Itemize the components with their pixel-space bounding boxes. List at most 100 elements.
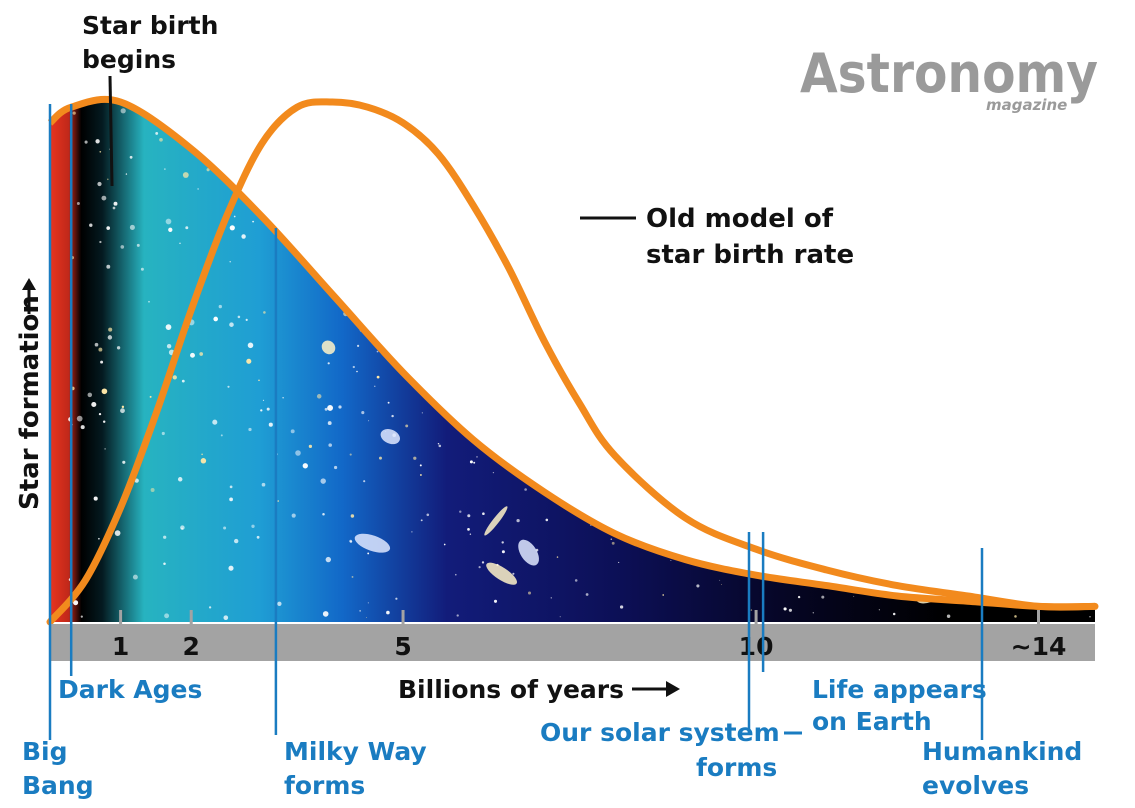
star-dot (565, 165, 568, 167)
star-dot (603, 372, 605, 375)
star-dot (852, 271, 855, 274)
star-dot (771, 437, 774, 440)
x-tick-label: ~14 (1011, 632, 1067, 661)
star-dot (691, 555, 693, 557)
star-dot (104, 448, 106, 450)
star-dot (237, 315, 241, 319)
star-dot (926, 447, 930, 450)
star-dot (395, 597, 398, 600)
star-dot (299, 246, 306, 253)
star-dot (532, 379, 534, 381)
star-dot (999, 177, 1002, 180)
star-dot (290, 429, 295, 434)
star-dot (916, 165, 918, 167)
star-dot (840, 490, 842, 492)
star-dot (168, 227, 173, 232)
star-dot (1039, 249, 1041, 251)
star-dot (777, 323, 778, 324)
star-dot (791, 465, 793, 467)
star-dot (387, 401, 390, 404)
star-dot (664, 441, 666, 443)
x-tick-label: 1 (112, 632, 129, 661)
star-dot (322, 512, 325, 516)
star-dot (922, 339, 927, 344)
star-dot (223, 526, 227, 530)
star-dot (797, 363, 799, 365)
star-dot (1018, 488, 1021, 492)
star-dot (374, 385, 376, 387)
star-dot (101, 195, 107, 201)
star-dot (1047, 569, 1051, 573)
star-dot (593, 359, 596, 362)
galaxy-shape (354, 280, 382, 299)
star-dot (977, 481, 978, 483)
star-dot (774, 350, 777, 353)
star-dot (773, 520, 775, 523)
star-dot (161, 431, 165, 436)
galaxy-shape (380, 429, 400, 445)
star-dot (988, 591, 991, 594)
star-dot (822, 336, 826, 340)
star-dot (179, 242, 181, 244)
galaxy-shape (486, 562, 517, 585)
star-dot (818, 279, 822, 283)
star-dot (821, 595, 825, 599)
star-dot (934, 414, 939, 418)
star-dot (891, 425, 893, 427)
star-dot (1047, 537, 1050, 541)
star-dot (190, 352, 195, 358)
star-dot (656, 442, 660, 446)
star-dot (807, 109, 810, 112)
star-dot (787, 288, 789, 290)
star-dot (580, 113, 583, 116)
star-dot (412, 294, 417, 299)
star-dot (503, 164, 506, 166)
star-dot (1050, 471, 1053, 475)
star-dot (197, 188, 199, 190)
star-dot (783, 306, 786, 310)
star-dot (824, 453, 828, 456)
event-markers (48, 104, 984, 740)
galaxy-shape (1033, 381, 1054, 406)
star-dot (412, 249, 415, 252)
star-dot (940, 185, 945, 190)
star-dot (443, 543, 446, 546)
annotation-dark-ages: Dark Ages (58, 675, 202, 704)
star-dot (779, 452, 781, 454)
star-dot (91, 401, 97, 408)
star-dot (868, 359, 873, 363)
galaxy-shape (688, 492, 706, 500)
svg-text:Star birth: Star birth (82, 11, 218, 40)
star-dot (821, 543, 824, 545)
star-dot (950, 158, 953, 162)
star-dot (1069, 584, 1074, 589)
star-dot (459, 510, 462, 513)
star-dot (1051, 159, 1055, 163)
star-dot (947, 495, 950, 497)
galaxy-shape (354, 533, 391, 553)
star-dot (926, 152, 929, 155)
star-dot (302, 463, 308, 469)
star-dot (365, 616, 367, 618)
star-dot (185, 226, 189, 230)
star-dot (774, 339, 778, 343)
star-dot (747, 506, 750, 508)
star-dot (606, 230, 608, 233)
star-dot (897, 328, 899, 330)
star-dot (223, 118, 228, 123)
star-dot (758, 431, 760, 433)
star-dot (783, 471, 785, 473)
svg-text:Our solar system: Our solar system (540, 718, 780, 747)
star-dot (352, 128, 356, 132)
star-dot (570, 496, 574, 500)
star-dot (709, 510, 712, 513)
star-dot (891, 572, 893, 574)
star-dot (948, 441, 952, 445)
star-dot (624, 504, 626, 506)
star-dot (379, 456, 382, 460)
star-dot (72, 111, 76, 115)
star-dot (327, 404, 334, 411)
star-dot (229, 261, 231, 263)
star-dot (574, 579, 578, 582)
